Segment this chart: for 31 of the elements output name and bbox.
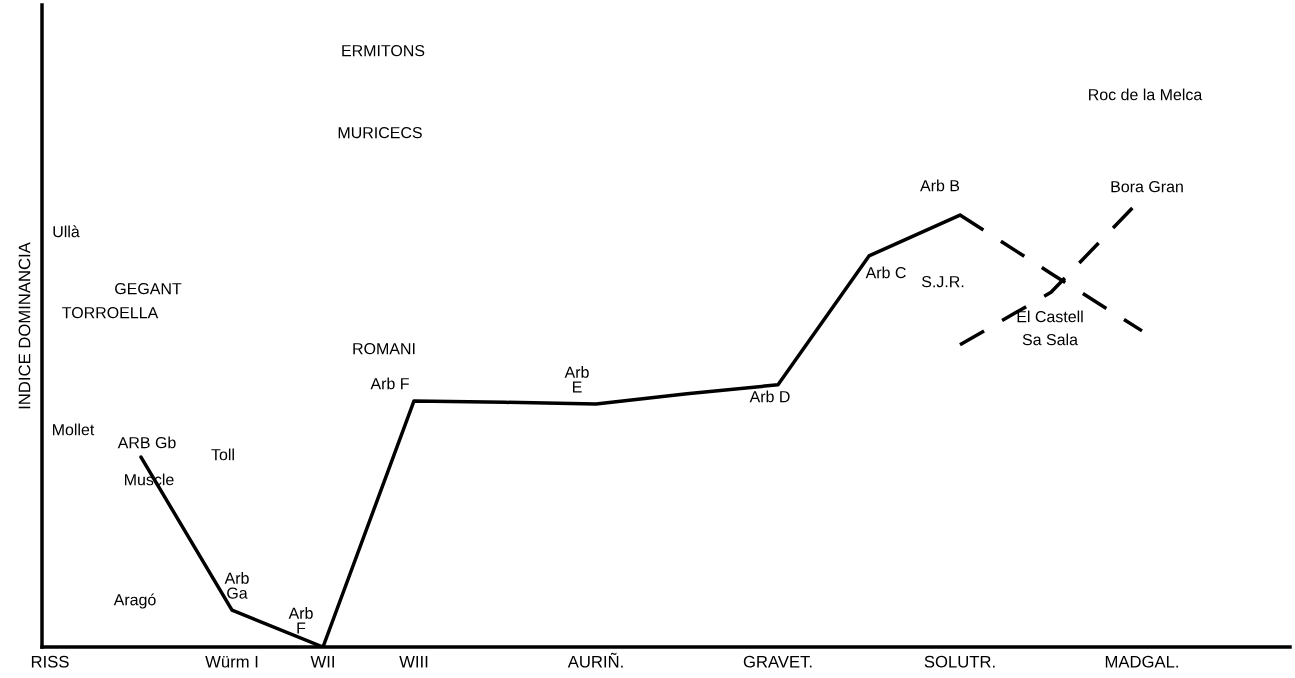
annotation: S.J.R. — [921, 275, 964, 288]
annotation: TORROELLA — [62, 306, 159, 319]
text: Bora Gran — [1111, 180, 1183, 193]
y-axis-title: INDICE DOMINANCIA — [18, 242, 31, 409]
annotation: Arb E — [564, 366, 589, 393]
x-tick-label: WIII — [399, 655, 428, 668]
annotation: Aragó — [113, 593, 156, 609]
text: MURICECS — [338, 126, 422, 139]
text: ERMITONS — [342, 44, 425, 57]
annotation: Arb C — [865, 266, 906, 279]
text: Roc de la Melca — [1089, 88, 1203, 101]
annotation: GEGANT — [115, 282, 182, 295]
annotation: ARB Gb — [117, 436, 176, 449]
annotation: El Castell — [1017, 310, 1083, 323]
annotation: Sa Sala — [1022, 333, 1078, 346]
annotation: Arb F — [288, 607, 313, 634]
annotation: Arb D — [749, 390, 790, 403]
annotation: ROMANI — [353, 342, 415, 355]
x-tick-label: Würm I — [205, 655, 258, 668]
annotation: Arb Ga — [224, 572, 249, 599]
annotation: Mollet — [53, 423, 95, 436]
x-tick-label: RISS — [31, 655, 69, 668]
annotation: Arb F — [370, 377, 409, 390]
x-tick-label: AURIÑ. — [567, 652, 623, 668]
annotation: Ullà — [53, 225, 80, 238]
text: Arb B — [920, 179, 960, 192]
x-tick-label: GRAVET. — [743, 655, 812, 668]
annotation: Toll — [211, 448, 234, 461]
x-tick-label: WII — [310, 655, 334, 668]
x-tick-label: MADGAL. — [1105, 655, 1178, 668]
x-tick-label: SOLUTR. — [924, 655, 995, 668]
